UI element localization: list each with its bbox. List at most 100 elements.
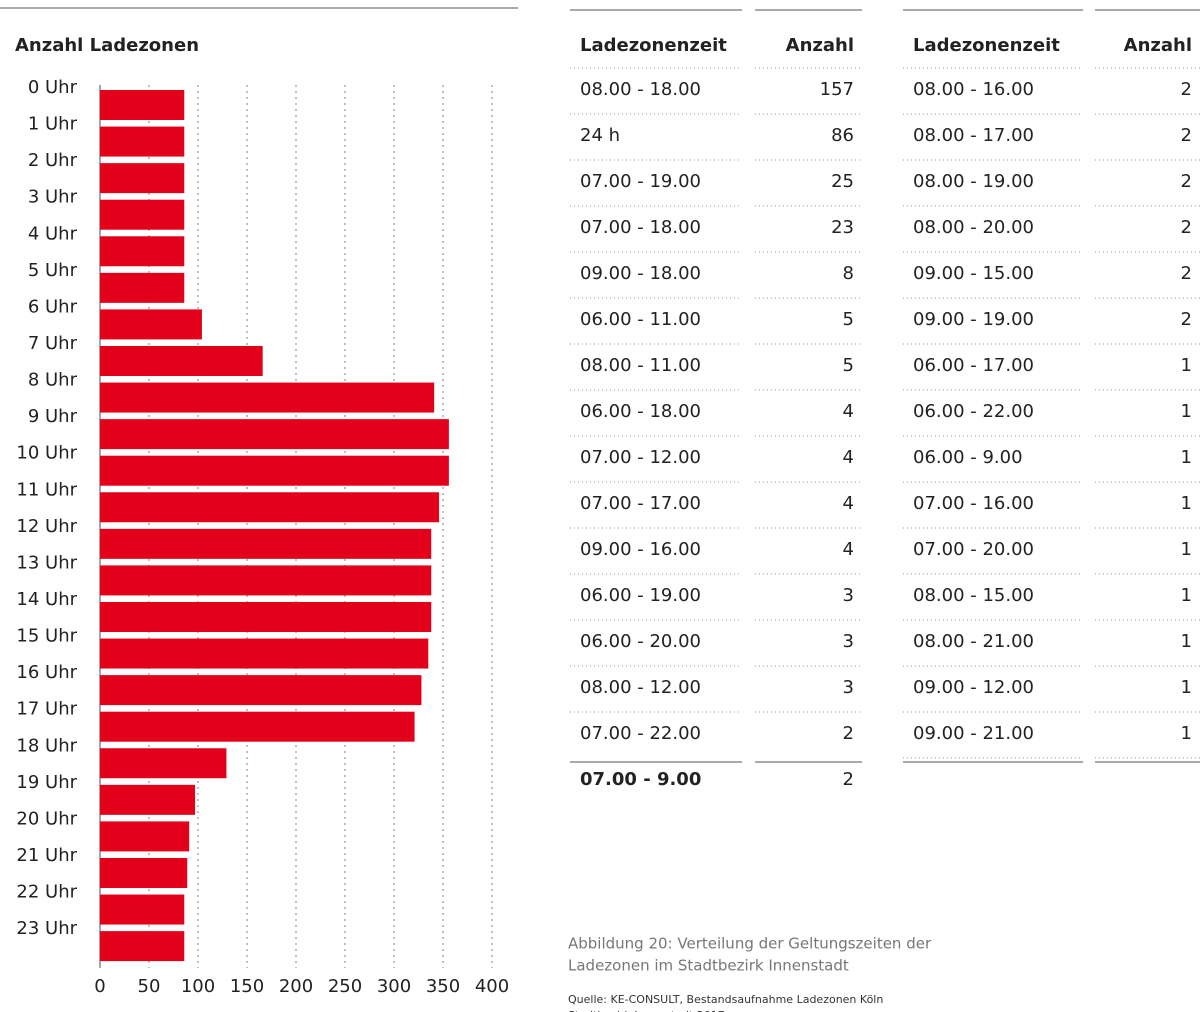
x-tick-label: 300: [377, 976, 411, 997]
table-cell: 1: [1181, 401, 1192, 422]
bar: [100, 126, 185, 157]
table-cell: 07.00 - 18.00: [580, 217, 701, 238]
table-cell: 2: [843, 769, 854, 790]
table-cell: 09.00 - 21.00: [913, 723, 1034, 744]
table-cell: 4: [843, 493, 854, 514]
bar: [100, 784, 196, 815]
bar: [100, 857, 188, 888]
table-cell: 1: [1181, 355, 1192, 376]
table-cell: 2: [1181, 171, 1192, 192]
table-cell: 1: [1181, 585, 1192, 606]
table-cell: 1: [1181, 447, 1192, 468]
table-header: Anzahl: [1124, 35, 1192, 56]
table-cell: 5: [843, 309, 854, 330]
table-cell: 4: [843, 447, 854, 468]
bar: [100, 272, 185, 303]
bar: [100, 199, 185, 230]
table-cell: 06.00 - 11.00: [580, 309, 701, 330]
table-cell: 08.00 - 15.00: [913, 585, 1034, 606]
bar: [100, 821, 190, 852]
x-tick-label: 50: [138, 976, 161, 997]
table-cell: 07.00 - 19.00: [580, 171, 701, 192]
bar: [100, 675, 422, 706]
y-tick-label: 1 Uhr: [28, 114, 78, 135]
table-cell: 06.00 - 19.00: [580, 585, 701, 606]
y-tick-label: 0 Uhr: [28, 77, 78, 98]
table-cell: 1: [1181, 723, 1192, 744]
table-cell: 2: [1181, 217, 1192, 238]
x-tick-label: 250: [328, 976, 362, 997]
table-cell: 06.00 - 18.00: [580, 401, 701, 422]
bar: [100, 638, 429, 669]
table-cell: 07.00 - 12.00: [580, 447, 701, 468]
table-cell: 08.00 - 17.00: [913, 125, 1034, 146]
table-cell: 2: [1181, 125, 1192, 146]
bar: [100, 455, 449, 486]
table-cell: 09.00 - 16.00: [580, 539, 701, 560]
bar: [100, 163, 185, 194]
y-tick-label: 11 Uhr: [16, 479, 77, 500]
table-cell: 06.00 - 9.00: [913, 447, 1023, 468]
y-tick-label: 18 Uhr: [16, 735, 77, 756]
bar: [100, 711, 415, 742]
table-cell: 07.00 - 17.00: [580, 493, 701, 514]
table-cell: 07.00 - 9.00: [580, 769, 701, 790]
table-cell: 09.00 - 12.00: [913, 677, 1034, 698]
table-cell: 4: [843, 401, 854, 422]
table-cell: 3: [843, 677, 854, 698]
y-tick-label: 10 Uhr: [16, 443, 77, 464]
y-tick-label: 19 Uhr: [16, 772, 77, 793]
x-tick-label: 100: [181, 976, 215, 997]
table-cell: 1: [1181, 539, 1192, 560]
x-tick-label: 0: [94, 976, 105, 997]
table-header: Ladezonenzeit: [580, 35, 727, 56]
table-cell: 4: [843, 539, 854, 560]
y-tick-label: 5 Uhr: [28, 260, 78, 281]
table-cell: 1: [1181, 677, 1192, 698]
table-cell: 06.00 - 22.00: [913, 401, 1034, 422]
bar: [100, 309, 202, 340]
y-tick-label: 15 Uhr: [16, 626, 77, 647]
bar: [100, 90, 185, 120]
y-tick-label: 22 Uhr: [16, 882, 77, 903]
y-tick-label: 20 Uhr: [16, 808, 77, 829]
bar: [100, 601, 432, 632]
source: Quelle: KE-CONSULT, Bestandsaufnahme Lad…: [568, 993, 883, 1006]
chart-title: Anzahl Ladezonen: [15, 35, 199, 56]
table-cell: 86: [831, 125, 854, 146]
x-tick-label: 350: [426, 976, 460, 997]
table-cell: 2: [1181, 263, 1192, 284]
table-header: Anzahl: [786, 35, 854, 56]
y-tick-label: 12 Uhr: [16, 516, 77, 537]
table-cell: 1: [1181, 493, 1192, 514]
table-cell: 06.00 - 17.00: [913, 355, 1034, 376]
table-cell: 08.00 - 16.00: [913, 79, 1034, 100]
table-cell: 09.00 - 18.00: [580, 263, 701, 284]
table-cell: 5: [843, 355, 854, 376]
table-header: Ladezonenzeit: [913, 35, 1060, 56]
y-tick-label: 4 Uhr: [28, 223, 78, 244]
y-tick-label: 23 Uhr: [16, 918, 77, 939]
table-cell: 8: [843, 263, 854, 284]
table-cell: 157: [820, 79, 854, 100]
table-cell: 07.00 - 16.00: [913, 493, 1034, 514]
table-cell: 09.00 - 15.00: [913, 263, 1034, 284]
table-cell: 08.00 - 20.00: [913, 217, 1034, 238]
bar: [100, 419, 449, 450]
table-cell: 08.00 - 18.00: [580, 79, 701, 100]
y-tick-label: 17 Uhr: [16, 699, 77, 720]
y-tick-label: 13 Uhr: [16, 552, 77, 573]
table-cell: 25: [831, 171, 854, 192]
x-tick-label: 200: [279, 976, 313, 997]
table-cell: 3: [843, 631, 854, 652]
source: Stadtbezirk Innenstadt 2017: [568, 1009, 725, 1012]
y-tick-label: 9 Uhr: [28, 406, 78, 427]
table-cell: 07.00 - 22.00: [580, 723, 701, 744]
y-tick-label: 6 Uhr: [28, 296, 78, 317]
y-tick-label: 16 Uhr: [16, 662, 77, 683]
y-tick-label: 14 Uhr: [16, 589, 77, 610]
y-tick-label: 2 Uhr: [28, 150, 78, 171]
x-tick-label: 150: [230, 976, 264, 997]
caption: Abbildung 20: Verteilung der Geltungszei…: [568, 935, 932, 953]
